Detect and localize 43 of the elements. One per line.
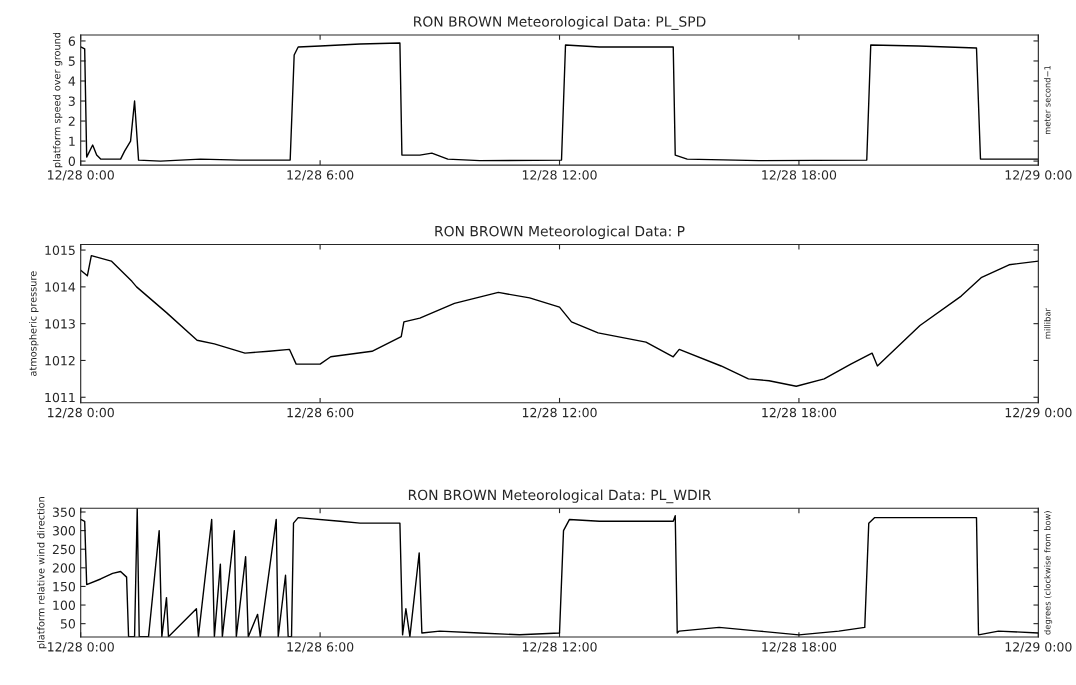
y-tick-label: 200 <box>52 563 76 573</box>
y-axis-title: platform speed over ground <box>52 32 63 168</box>
y-tick-label: 0 <box>68 156 76 167</box>
y-tick-label: 6 <box>68 36 76 46</box>
x-tick-label: 12/28 0:00 <box>48 170 114 181</box>
y-tick-label: 4 <box>68 76 76 86</box>
y-tick-label: 2 <box>68 116 75 126</box>
x-tick-label: 12/28 6:00 <box>287 170 354 181</box>
x-tick-label: 12/28 6:00 <box>287 407 354 419</box>
y-tick-label: 50 <box>60 619 76 629</box>
y2-axis-title: millibar <box>1044 308 1051 339</box>
y-tick-label: 300 <box>52 526 76 536</box>
x-tick-label: 12/28 18:00 <box>762 170 837 181</box>
y-tick-label: 1015 <box>45 245 75 255</box>
y-tick-label: 150 <box>53 581 76 592</box>
x-tick-label: 12/28 12:00 <box>522 642 597 653</box>
y-axis-title: atmospheric pressure <box>29 271 39 376</box>
y-tick-label: 1 <box>69 136 75 146</box>
chart-title: RON BROWN Meteorological Data: PL_WDIR <box>408 489 712 504</box>
x-tick-label: 12/28 0:00 <box>48 407 114 419</box>
y-axis-title: platform relative wind direction <box>37 497 47 649</box>
y-tick-label: 1012 <box>45 355 75 366</box>
y-tick-label: 1011 <box>45 392 75 403</box>
x-tick-label: 12/29 0:00 <box>1005 407 1072 419</box>
y-tick-label: 1013 <box>45 319 75 329</box>
x-tick-label: 12/29 0:00 <box>1005 170 1072 181</box>
y-tick-label: 100 <box>53 600 76 610</box>
y-tick-label: 1014 <box>45 282 76 292</box>
y-tick-label: 3 <box>68 96 75 106</box>
x-tick-label: 12/28 0:00 <box>48 642 114 653</box>
y2-axis-title: degrees (clockwise from bow) <box>1044 511 1053 635</box>
y-tick-label: 250 <box>52 544 76 555</box>
x-tick-label: 12/28 12:00 <box>522 407 597 419</box>
x-tick-label: 12/28 6:00 <box>287 642 354 653</box>
x-tick-label: 12/28 18:00 <box>762 642 837 653</box>
x-tick-label: 12/28 18:00 <box>762 407 837 419</box>
y2-axis-title: meter second−1 <box>1044 65 1051 135</box>
y-tick-label: 5 <box>68 56 75 66</box>
x-tick-label: 12/29 0:00 <box>1005 642 1072 653</box>
chart-title: RON BROWN Meteorological Data: PL_SPD <box>414 16 706 30</box>
x-tick-label: 12/28 12:00 <box>522 170 597 181</box>
y-tick-label: 350 <box>52 507 76 517</box>
chart-title: RON BROWN Meteorological Data: P <box>435 225 685 240</box>
